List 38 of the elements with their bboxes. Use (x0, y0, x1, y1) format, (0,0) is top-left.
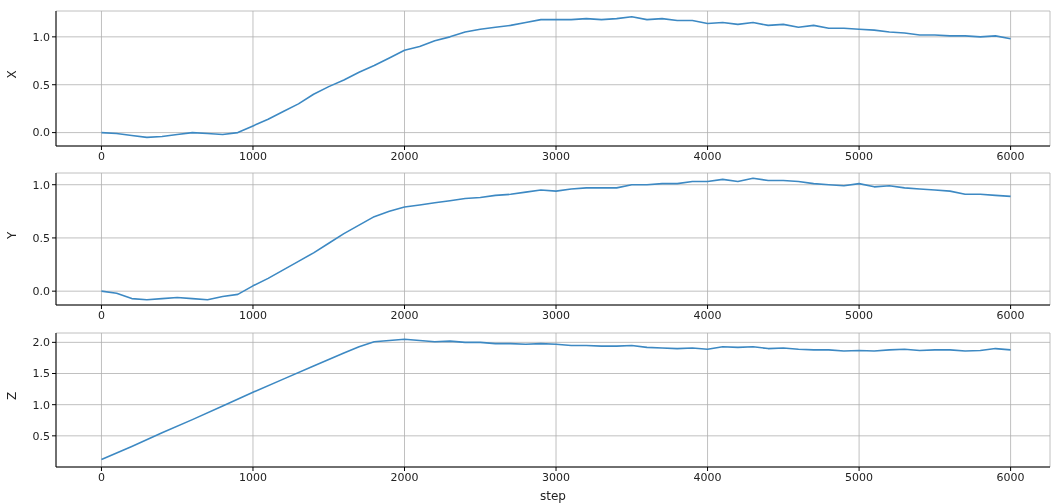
x-tick-label: 6000 (996, 470, 1025, 484)
x-tick-label: 2000 (390, 149, 419, 163)
x-tick-label: 1000 (238, 149, 267, 163)
y-tick-label: 0.5 (32, 429, 50, 443)
y-tick-label: 1.5 (32, 367, 50, 381)
x-tick-label: 3000 (542, 149, 571, 163)
y-tick-label: 1.0 (32, 398, 50, 412)
x-tick-label: 3000 (542, 470, 571, 484)
x-axis-title: step (540, 489, 566, 503)
y-tick-label: 0.0 (32, 285, 50, 299)
x-tick-label: 5000 (845, 470, 874, 484)
y-tick-label: 1.0 (32, 30, 50, 44)
x-tick-label: 1000 (238, 308, 267, 322)
x-tick-label: 6000 (996, 149, 1025, 163)
y-tick-label: 1.0 (32, 178, 50, 192)
x-tick-label: 4000 (693, 149, 722, 163)
y-axis-title: X (5, 70, 20, 79)
x-tick-label: 0 (97, 308, 105, 322)
x-tick-label: 4000 (693, 470, 722, 484)
x-tick-label: 5000 (845, 308, 874, 322)
x-tick-label: 0 (97, 470, 105, 484)
y-tick-label: 2.0 (32, 336, 50, 350)
x-tick-label: 2000 (390, 470, 419, 484)
y-tick-label: 0.0 (32, 126, 50, 140)
y-axis-title: Y (5, 231, 20, 240)
line-series (100, 338, 1012, 461)
x-tick-label: 2000 (390, 308, 419, 322)
x-tick-label: 4000 (693, 308, 722, 322)
line-series (100, 15, 1012, 139)
y-tick-label: 0.5 (32, 78, 50, 92)
y-tick-label: 0.5 (32, 231, 50, 245)
x-tick-label: 5000 (845, 149, 874, 163)
x-tick-label: 3000 (542, 308, 571, 322)
x-tick-label: 1000 (238, 470, 267, 484)
line-series (100, 177, 1012, 301)
x-tick-label: 6000 (996, 308, 1025, 322)
y-axis-title: Z (5, 391, 20, 400)
x-tick-label: 0 (97, 149, 105, 163)
